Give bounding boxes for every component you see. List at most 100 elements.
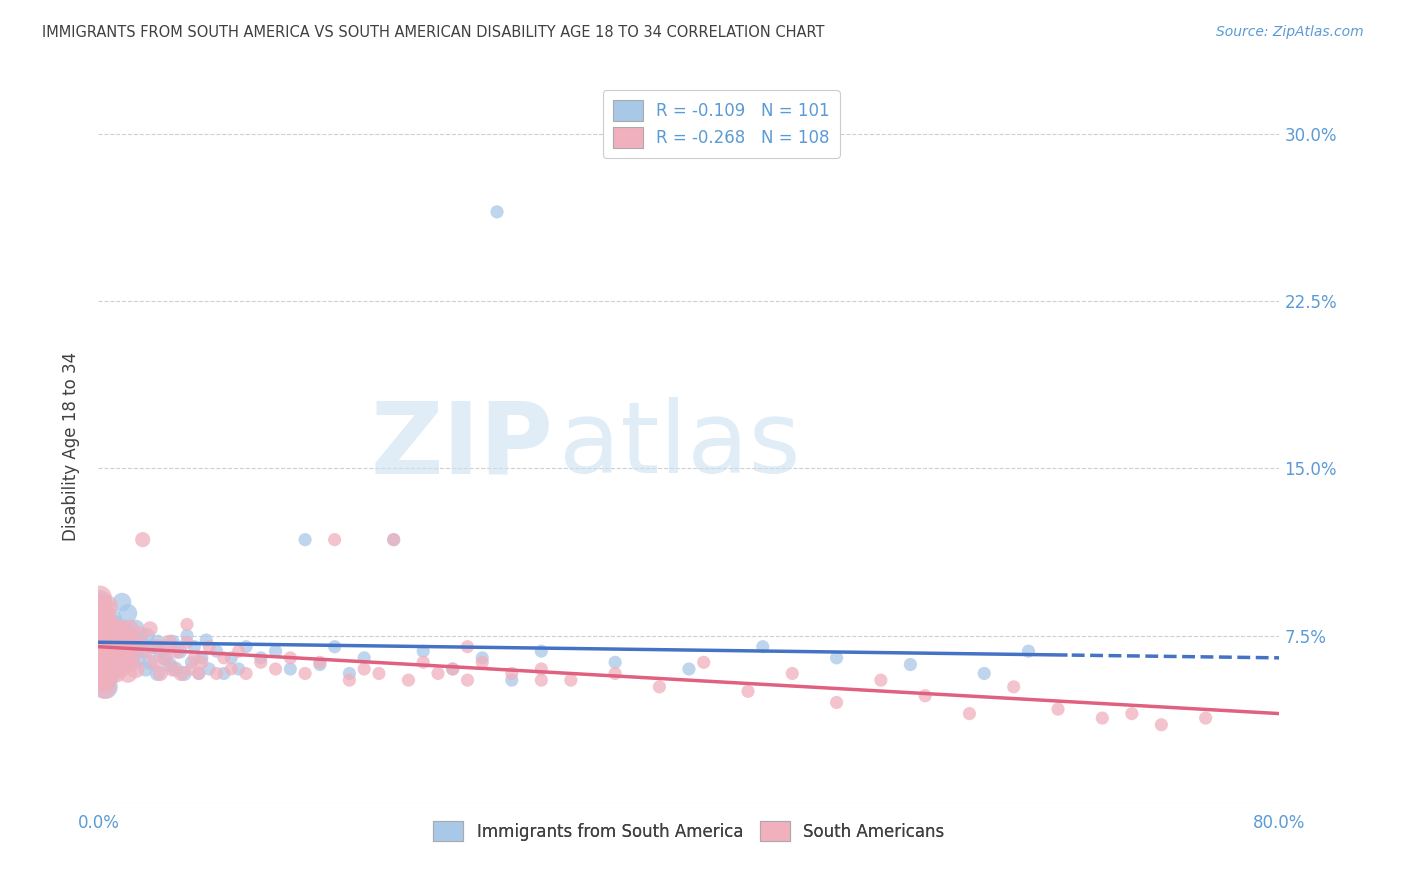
- Text: IMMIGRANTS FROM SOUTH AMERICA VS SOUTH AMERICAN DISABILITY AGE 18 TO 34 CORRELAT: IMMIGRANTS FROM SOUTH AMERICA VS SOUTH A…: [42, 25, 825, 40]
- Point: [90, 651, 112, 665]
- Point: [114, 655, 136, 669]
- Point: [501, 673, 523, 687]
- Point: [1150, 717, 1173, 731]
- Text: ZIP: ZIP: [370, 398, 553, 494]
- Point: [530, 644, 553, 658]
- Point: [97, 666, 120, 681]
- Point: [825, 696, 848, 710]
- Point: [398, 673, 420, 687]
- Point: [94, 640, 117, 654]
- Point: [309, 655, 332, 669]
- Point: [143, 655, 166, 669]
- Point: [124, 622, 146, 636]
- Point: [107, 657, 129, 672]
- Point: [91, 662, 114, 676]
- Point: [91, 635, 114, 649]
- Point: [914, 689, 936, 703]
- Point: [530, 662, 553, 676]
- Point: [1046, 702, 1070, 716]
- Point: [166, 644, 188, 658]
- Point: [91, 673, 114, 687]
- Point: [264, 662, 287, 676]
- Point: [89, 640, 111, 654]
- Point: [183, 640, 205, 654]
- Point: [825, 651, 848, 665]
- Point: [180, 662, 202, 676]
- Point: [107, 640, 129, 654]
- Point: [146, 640, 169, 654]
- Point: [176, 635, 198, 649]
- Point: [93, 651, 115, 665]
- Point: [353, 662, 375, 676]
- Point: [94, 619, 117, 633]
- Point: [89, 613, 111, 627]
- Point: [1018, 644, 1040, 658]
- Point: [105, 666, 128, 681]
- Point: [96, 617, 118, 632]
- Point: [382, 533, 405, 547]
- Point: [195, 633, 218, 648]
- Point: [96, 640, 118, 654]
- Point: [486, 204, 509, 219]
- Point: [1195, 711, 1218, 725]
- Point: [339, 666, 361, 681]
- Point: [153, 651, 176, 665]
- Point: [441, 662, 464, 676]
- Point: [103, 622, 125, 636]
- Point: [89, 595, 111, 609]
- Point: [142, 640, 165, 654]
- Point: [221, 651, 243, 665]
- Point: [323, 640, 346, 654]
- Point: [89, 613, 111, 627]
- Point: [176, 617, 198, 632]
- Point: [94, 628, 117, 642]
- Point: [93, 613, 115, 627]
- Point: [93, 680, 115, 694]
- Point: [98, 626, 121, 640]
- Point: [110, 662, 132, 676]
- Point: [100, 628, 122, 642]
- Point: [146, 666, 169, 681]
- Point: [103, 633, 125, 648]
- Point: [264, 644, 287, 658]
- Point: [90, 599, 112, 614]
- Point: [93, 657, 115, 672]
- Point: [198, 662, 221, 676]
- Point: [973, 666, 995, 681]
- Point: [105, 662, 128, 676]
- Point: [120, 651, 142, 665]
- Point: [114, 651, 136, 665]
- Point: [221, 662, 243, 676]
- Point: [89, 635, 111, 649]
- Point: [139, 622, 162, 636]
- Point: [605, 666, 627, 681]
- Point: [1121, 706, 1143, 721]
- Point: [146, 635, 169, 649]
- Point: [153, 651, 176, 665]
- Point: [91, 607, 114, 621]
- Point: [94, 651, 117, 665]
- Point: [89, 628, 111, 642]
- Text: Source: ZipAtlas.com: Source: ZipAtlas.com: [1216, 25, 1364, 39]
- Point: [205, 666, 228, 681]
- Point: [457, 673, 479, 687]
- Point: [135, 644, 157, 658]
- Point: [121, 635, 143, 649]
- Point: [117, 644, 139, 658]
- Point: [132, 644, 155, 658]
- Point: [605, 655, 627, 669]
- Point: [104, 628, 127, 642]
- Point: [235, 666, 257, 681]
- Point: [89, 591, 111, 605]
- Point: [382, 533, 405, 547]
- Point: [1091, 711, 1114, 725]
- Point: [280, 651, 302, 665]
- Point: [90, 666, 112, 681]
- Point: [98, 655, 121, 669]
- Point: [136, 628, 159, 642]
- Point: [678, 662, 700, 676]
- Point: [368, 666, 391, 681]
- Point: [323, 533, 346, 547]
- Point: [107, 628, 129, 642]
- Point: [191, 655, 214, 669]
